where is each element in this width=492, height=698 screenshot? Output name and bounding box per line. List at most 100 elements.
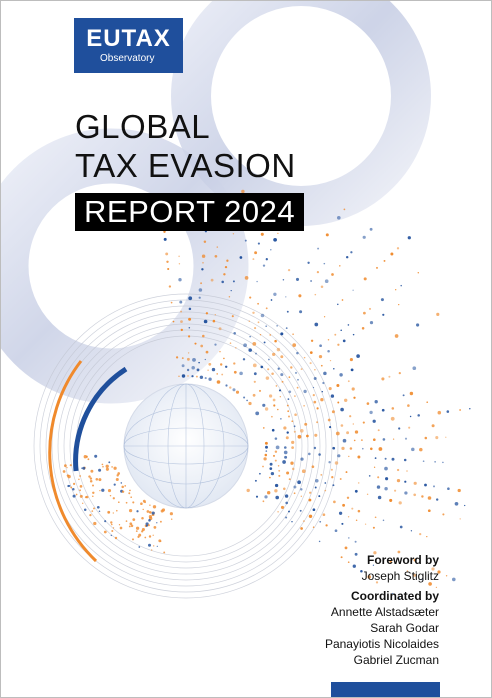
data-dot: [318, 495, 321, 498]
data-dot: [327, 418, 331, 422]
data-dot: [204, 377, 207, 380]
data-dot: [83, 455, 87, 459]
data-dot: [78, 478, 80, 481]
data-dot: [148, 543, 151, 547]
data-dot: [152, 534, 154, 536]
data-dot: [252, 342, 257, 346]
data-dot: [347, 324, 350, 326]
data-dot: [446, 410, 450, 413]
data-dot: [363, 277, 367, 281]
data-dot: [338, 511, 343, 515]
data-dot: [263, 457, 267, 461]
data-dot: [274, 459, 277, 462]
coordinator-name: Panayiotis Nicolaides: [324, 637, 439, 651]
data-dot: [89, 513, 92, 517]
data-dot: [273, 292, 277, 296]
data-dot: [293, 425, 296, 428]
data-dot: [274, 450, 278, 453]
title-line-1: GLOBAL: [75, 108, 211, 145]
data-dot: [259, 334, 262, 336]
data-dot: [284, 455, 288, 459]
data-dot: [335, 431, 340, 436]
data-dot: [92, 495, 94, 497]
data-dot: [225, 384, 228, 387]
data-dot: [354, 430, 359, 434]
data-dot: [369, 321, 374, 325]
data-dot: [187, 375, 189, 377]
data-dot: [337, 401, 340, 404]
data-dot: [267, 491, 271, 495]
data-dot: [360, 570, 363, 573]
data-dot: [293, 485, 297, 489]
data-dot: [69, 464, 72, 467]
data-dot: [110, 534, 112, 537]
data-dot: [129, 489, 131, 492]
orange-arc: [48, 360, 98, 563]
data-dot: [294, 395, 296, 397]
data-dot: [232, 233, 235, 235]
data-dot: [391, 457, 395, 461]
data-dot: [375, 581, 379, 584]
data-dot: [287, 398, 290, 400]
data-dot: [179, 300, 183, 304]
data-dot: [166, 260, 169, 264]
data-dot: [469, 407, 471, 410]
left-ring-shape: [1, 128, 249, 404]
data-dot: [188, 307, 192, 311]
data-dot: [357, 509, 361, 513]
data-dot: [265, 307, 268, 310]
data-dot: [424, 436, 428, 440]
data-dot: [239, 371, 243, 376]
data-dot: [89, 480, 93, 483]
data-dot: [165, 252, 169, 256]
data-dot: [287, 268, 291, 272]
data-dot: [142, 499, 146, 503]
data-dot: [301, 469, 306, 474]
data-dot: [265, 376, 270, 380]
data-dot: [372, 438, 376, 442]
data-dot: [279, 396, 281, 398]
data-dot: [286, 431, 289, 434]
data-dot: [117, 501, 120, 504]
data-dot: [81, 467, 83, 469]
data-dot: [286, 404, 289, 407]
data-dot: [180, 320, 183, 323]
data-dot: [352, 289, 354, 291]
data-dot: [163, 551, 166, 554]
data-dot: [451, 577, 456, 582]
data-dot: [339, 478, 342, 480]
data-dot: [201, 254, 206, 258]
data-dot: [252, 363, 257, 368]
data-dot: [435, 436, 439, 440]
data-dot: [248, 348, 252, 352]
data-dot: [170, 301, 173, 304]
data-dot: [318, 354, 323, 359]
data-dot: [246, 399, 248, 402]
data-dot: [66, 466, 68, 469]
data-dot: [269, 462, 273, 466]
data-dot: [352, 423, 354, 425]
data-dot: [119, 526, 123, 530]
data-dot: [286, 471, 290, 475]
data-dot: [82, 466, 86, 470]
data-dot: [300, 368, 303, 371]
data-dot: [315, 479, 319, 483]
data-dot: [116, 474, 119, 477]
data-dot: [283, 450, 288, 455]
data-dot: [112, 512, 114, 514]
data-dot: [442, 461, 444, 464]
data-dot: [330, 394, 335, 398]
data-dot: [360, 439, 363, 442]
data-dot: [90, 469, 94, 473]
data-dot: [270, 249, 272, 251]
data-dot: [285, 296, 287, 298]
data-dot: [426, 535, 428, 538]
data-dot: [82, 502, 84, 504]
data-dot: [255, 352, 257, 355]
data-dot: [392, 438, 395, 440]
data-dot: [369, 227, 373, 231]
data-dot: [297, 480, 301, 485]
data-dot: [398, 501, 402, 505]
data-dot: [230, 289, 232, 292]
data-dot: [303, 356, 306, 359]
